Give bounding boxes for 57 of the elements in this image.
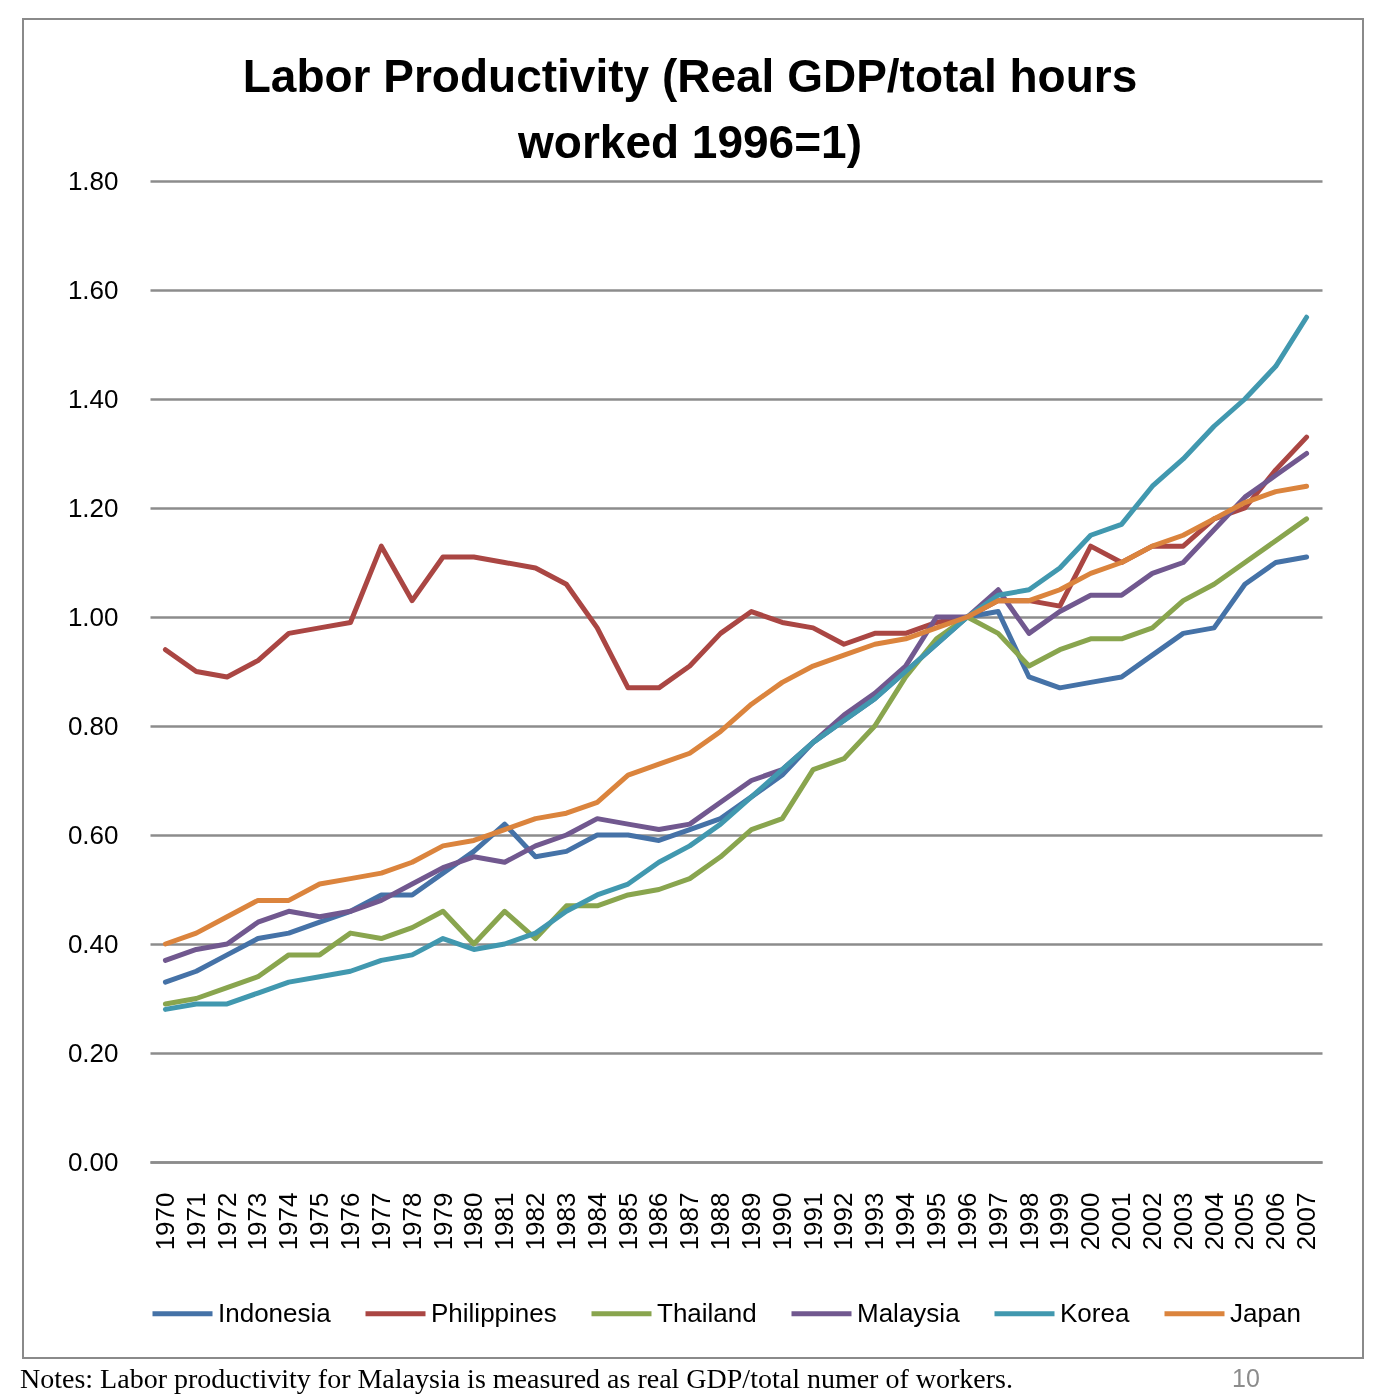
x-tick-label: 1984 <box>581 1192 612 1251</box>
x-tick-label: 1987 <box>674 1192 705 1251</box>
legend-label: Thailand <box>657 1297 757 1328</box>
x-tick-label: 1998 <box>1013 1192 1044 1251</box>
x-tick-label: 1985 <box>612 1192 643 1251</box>
x-tick-label: 1977 <box>365 1192 396 1251</box>
y-tick-label: 1.20 <box>67 492 119 523</box>
x-tick-label: 1973 <box>242 1192 273 1251</box>
x-tick-label: 1986 <box>643 1192 674 1251</box>
y-tick-label: 0.40 <box>67 928 119 959</box>
x-tick-label: 1980 <box>458 1192 489 1251</box>
legend-label: Korea <box>1060 1297 1130 1328</box>
x-tick-label: 1991 <box>797 1192 828 1251</box>
x-tick-label: 1996 <box>951 1192 982 1251</box>
x-tick-label: 1979 <box>427 1192 458 1251</box>
x-tick-label: 2003 <box>1167 1192 1198 1251</box>
y-tick-label: 1.60 <box>67 274 119 305</box>
x-tick-label: 1981 <box>489 1192 520 1251</box>
x-tick-label: 1989 <box>735 1192 766 1251</box>
x-tick-label: 1990 <box>766 1192 797 1251</box>
x-tick-label: 1982 <box>520 1192 551 1251</box>
x-tick-label: 2007 <box>1291 1192 1322 1251</box>
x-tick-label: 1992 <box>828 1192 859 1251</box>
x-tick-label: 1999 <box>1044 1192 1075 1251</box>
x-tick-label: 2005 <box>1229 1192 1260 1251</box>
y-tick-label: 0.80 <box>67 710 119 741</box>
legend-label: Japan <box>1230 1297 1301 1328</box>
x-tick-label: 1994 <box>890 1192 921 1251</box>
x-tick-label: 2006 <box>1260 1192 1291 1251</box>
x-tick-label: 1993 <box>859 1192 890 1251</box>
x-tick-label: 1997 <box>982 1192 1013 1251</box>
x-tick-label: 1975 <box>304 1192 335 1251</box>
x-tick-label: 2002 <box>1136 1192 1167 1251</box>
x-tick-label: 1972 <box>211 1192 242 1251</box>
y-tick-label: 0.00 <box>67 1146 119 1177</box>
y-tick-label: 1.40 <box>67 383 119 414</box>
legend-label: Malaysia <box>857 1297 961 1328</box>
legend-label: Philippines <box>431 1297 557 1328</box>
y-tick-label: 0.20 <box>67 1037 119 1068</box>
y-tick-label: 1.00 <box>67 601 119 632</box>
y-tick-label: 0.60 <box>67 819 119 850</box>
legend-label: Indonesia <box>218 1297 332 1328</box>
y-tick-label: 1.80 <box>67 165 119 196</box>
x-tick-label: 1976 <box>334 1192 365 1251</box>
x-tick-label: 1970 <box>149 1192 180 1251</box>
x-tick-label: 1974 <box>273 1192 304 1251</box>
x-tick-label: 1988 <box>705 1192 736 1251</box>
x-tick-label: 1983 <box>550 1192 581 1251</box>
x-tick-label: 2001 <box>1106 1192 1137 1251</box>
x-tick-label: 1995 <box>920 1192 951 1251</box>
x-tick-label: 2000 <box>1075 1192 1106 1251</box>
chart-title: Labor Productivity (Real GDP/total hours worked 1996=1) <box>242 50 1138 168</box>
x-tick-label: 2004 <box>1198 1192 1229 1251</box>
text: Notes: Labor productivity for Malaysia is measured as real GDP/total numer of workers. <box>20 1363 1013 1395</box>
x-tick-label: 1978 <box>396 1192 427 1251</box>
x-tick-label: 1971 <box>180 1192 211 1251</box>
text: 10 <box>1232 1364 1260 1393</box>
